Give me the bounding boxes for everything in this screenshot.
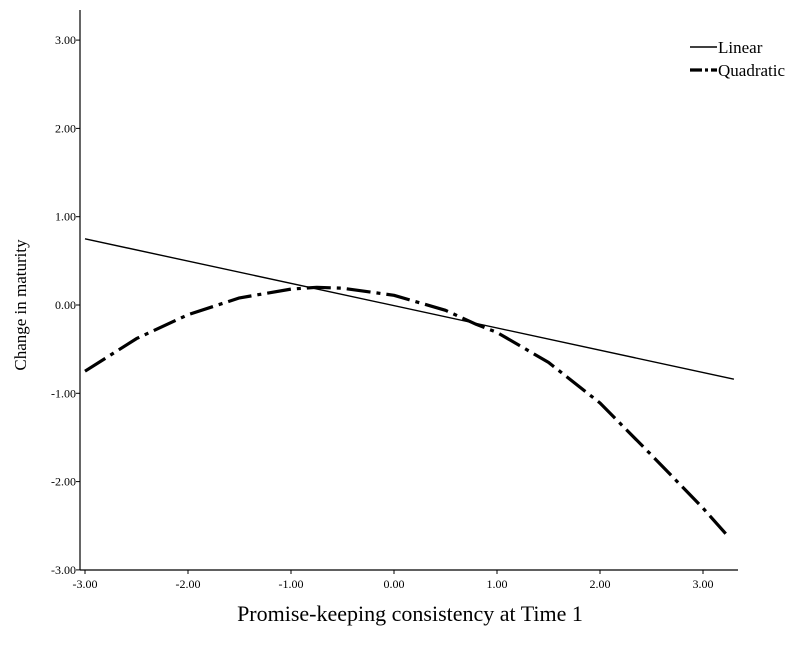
y-axis-ticks: -3.00 -2.00 -1.00 0.00 1.00 2.00 3.00 — [51, 33, 80, 577]
y-axis-title: Change in maturity — [11, 239, 30, 371]
series-line-linear — [84, 238, 735, 380]
legend-label-quadratic: Quadratic — [718, 61, 785, 80]
x-axis-ticks: -3.00 -2.00 -1.00 0.00 1.00 2.00 3.00 — [73, 570, 714, 591]
series-layer — [84, 238, 735, 539]
x-tick-label: 3.00 — [693, 577, 714, 591]
x-tick-label: -2.00 — [176, 577, 201, 591]
y-tick-label: 3.00 — [55, 33, 76, 47]
x-tick-label: -1.00 — [279, 577, 304, 591]
axes — [79, 10, 738, 571]
x-tick-label: -3.00 — [73, 577, 98, 591]
y-tick-label: 1.00 — [55, 210, 76, 224]
y-tick-label: -3.00 — [51, 563, 76, 577]
x-tick-label: 2.00 — [590, 577, 611, 591]
y-tick-label: 0.00 — [55, 298, 76, 312]
y-tick-label: -1.00 — [51, 386, 76, 400]
x-axis-title: Promise-keeping consistency at Time 1 — [237, 601, 583, 626]
legend-label-linear: Linear — [718, 38, 763, 57]
series-line-quadratic — [84, 285, 730, 539]
x-tick-label: 1.00 — [487, 577, 508, 591]
x-tick-label: 0.00 — [384, 577, 405, 591]
y-tick-label: 2.00 — [55, 121, 76, 135]
y-tick-label: -2.00 — [51, 475, 76, 489]
legend: Linear Quadratic — [690, 38, 785, 80]
